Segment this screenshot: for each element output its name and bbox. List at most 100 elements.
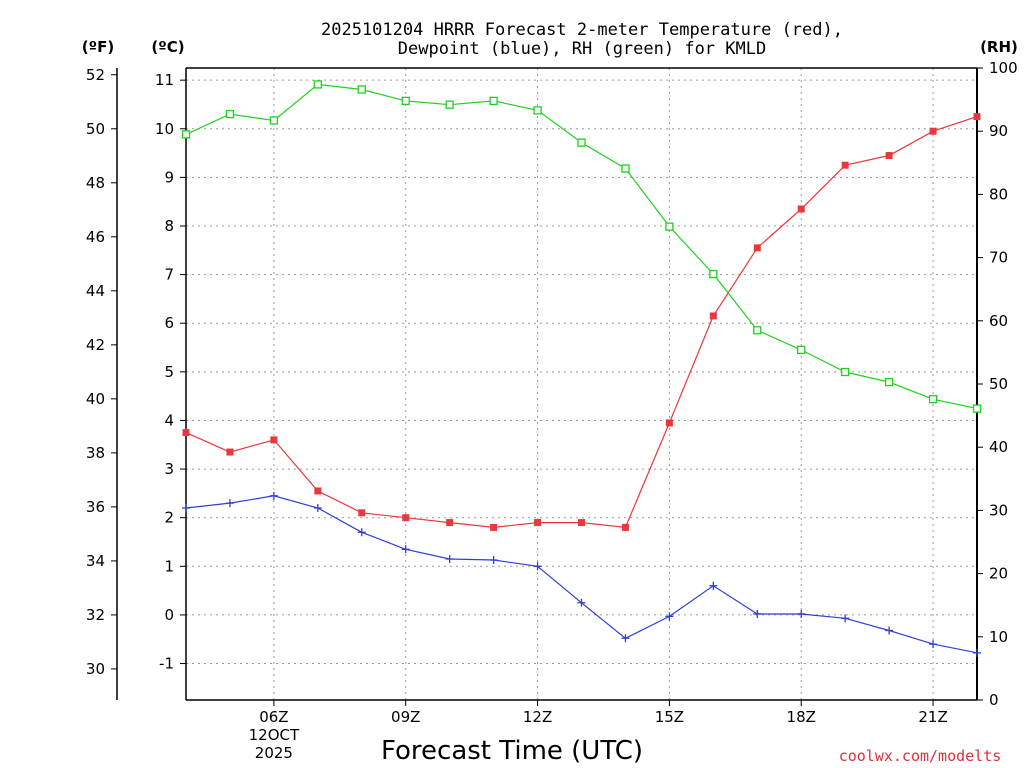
temperature-point (314, 487, 322, 495)
temperature-point (709, 312, 717, 320)
x-tick-label: 12Z (523, 708, 552, 726)
rh-point (797, 345, 806, 355)
dewpoint-point (445, 555, 454, 564)
temperature-point (885, 152, 893, 160)
rh-line (185, 83, 978, 410)
x-tick-label: 21Z (918, 708, 947, 726)
celsius-tick-label: 9 (164, 168, 174, 186)
rh-point (401, 96, 410, 106)
rh-point (709, 269, 718, 279)
temperature-point (534, 519, 542, 527)
dewpoint-point (709, 581, 718, 590)
temperature-point (182, 429, 190, 437)
rh-tick-label: 100 (989, 59, 1018, 77)
rh-point (445, 100, 454, 109)
temperature-point (402, 514, 410, 522)
dewpoint-point (401, 545, 410, 554)
x-tick-label: 15Z (655, 708, 684, 726)
fahrenheit-tick-label: 38 (86, 444, 105, 462)
rh-point (225, 109, 235, 119)
rh-tick-label: 40 (989, 438, 1008, 456)
dewpoint-point (885, 626, 894, 635)
celsius-unit-label: (ºC) (151, 38, 184, 56)
fahrenheit-tick-label: 50 (86, 120, 105, 138)
fahrenheit-tick-label: 48 (86, 174, 105, 192)
fahrenheit-tick-label: 44 (86, 282, 105, 300)
rh-point (269, 116, 279, 125)
rh-point (841, 367, 850, 377)
rh-point (665, 222, 674, 231)
temperature-point (973, 113, 981, 121)
temperature-point (270, 436, 278, 444)
dewpoint-point (182, 503, 190, 512)
dewpoint-point (797, 609, 806, 618)
rh-tick-label: 50 (989, 375, 1008, 393)
dewpoint-point (621, 634, 630, 643)
rh-point (533, 106, 542, 115)
temperature-line (185, 116, 978, 529)
temperature-point (490, 523, 498, 531)
celsius-tick-label: 10 (155, 120, 174, 138)
dewpoint-point (929, 640, 938, 649)
x-axis-label: Forecast Time (UTC) (381, 736, 643, 766)
x-tick-label: 18Z (787, 708, 816, 726)
celsius-tick-label: 3 (164, 460, 174, 478)
fahrenheit-tick-label: 42 (86, 336, 105, 354)
rh-tick-label: 90 (989, 122, 1008, 140)
dewpoint-point (533, 562, 542, 571)
celsius-tick-label: 6 (164, 314, 174, 332)
fahrenheit-tick-label: 52 (86, 66, 105, 84)
celsius-tick-label: 1 (164, 557, 174, 575)
dewpoint-point (753, 609, 762, 618)
rh-tick-label: 70 (989, 249, 1008, 267)
temperature-point (358, 509, 366, 517)
dewpoint-point (489, 555, 498, 564)
celsius-tick-label: 11 (155, 71, 174, 89)
celsius-tick-label: 7 (164, 266, 174, 284)
chart-title-line1: 2025101204 HRRR Forecast 2-meter Tempera… (321, 20, 843, 40)
temperature-point (226, 448, 234, 456)
celsius-tick-label: 5 (164, 363, 174, 381)
x-tick-date-label: 12OCT (249, 726, 300, 744)
axes (111, 67, 983, 706)
dewpoint-point (357, 528, 366, 537)
dewpoint-point (577, 598, 586, 607)
temperature-point (578, 519, 585, 527)
rh-unit-label: (RH) (980, 38, 1018, 56)
rh-tick-label: 20 (989, 565, 1008, 583)
rh-point (972, 404, 982, 413)
x-tick-label: 09Z (391, 708, 420, 726)
temperature-point (929, 127, 937, 135)
rh-point (884, 377, 894, 387)
dewpoint-point (973, 648, 981, 657)
temperature-point (446, 519, 454, 527)
celsius-tick-label: 2 (164, 509, 174, 527)
rh-point (489, 96, 498, 106)
rh-tick-label: 80 (989, 185, 1008, 203)
temperature-point (753, 244, 761, 252)
fahrenheit-tick-label: 32 (86, 606, 105, 624)
fahrenheit-tick-label: 40 (86, 390, 105, 408)
credit-text: coolwx.com/modelts (839, 747, 1002, 765)
celsius-tick-label: -1 (159, 655, 174, 673)
x-tick-year-label: 2025 (255, 744, 293, 762)
rh-tick-label: 0 (989, 691, 999, 709)
dewpoint-point (225, 499, 234, 508)
x-tick-label: 06Z (259, 708, 288, 726)
fahrenheit-tick-label: 30 (86, 660, 105, 678)
fahrenheit-tick-label: 36 (86, 498, 105, 516)
fahrenheit-unit-label: (ºF) (82, 38, 114, 56)
fahrenheit-tick-label: 34 (86, 552, 105, 570)
temperature-point (621, 523, 629, 531)
temperature-point (841, 161, 849, 169)
rh-point (181, 130, 191, 139)
dewpoint-point (665, 612, 674, 621)
rh-point (357, 85, 366, 94)
temperature-point (797, 205, 805, 213)
celsius-tick-label: 0 (164, 606, 174, 624)
data-series (181, 80, 982, 657)
chart-title-line2: Dewpoint (blue), RH (green) for KMLD (398, 39, 766, 59)
rh-point (313, 80, 322, 89)
celsius-tick-label: 8 (164, 217, 174, 235)
